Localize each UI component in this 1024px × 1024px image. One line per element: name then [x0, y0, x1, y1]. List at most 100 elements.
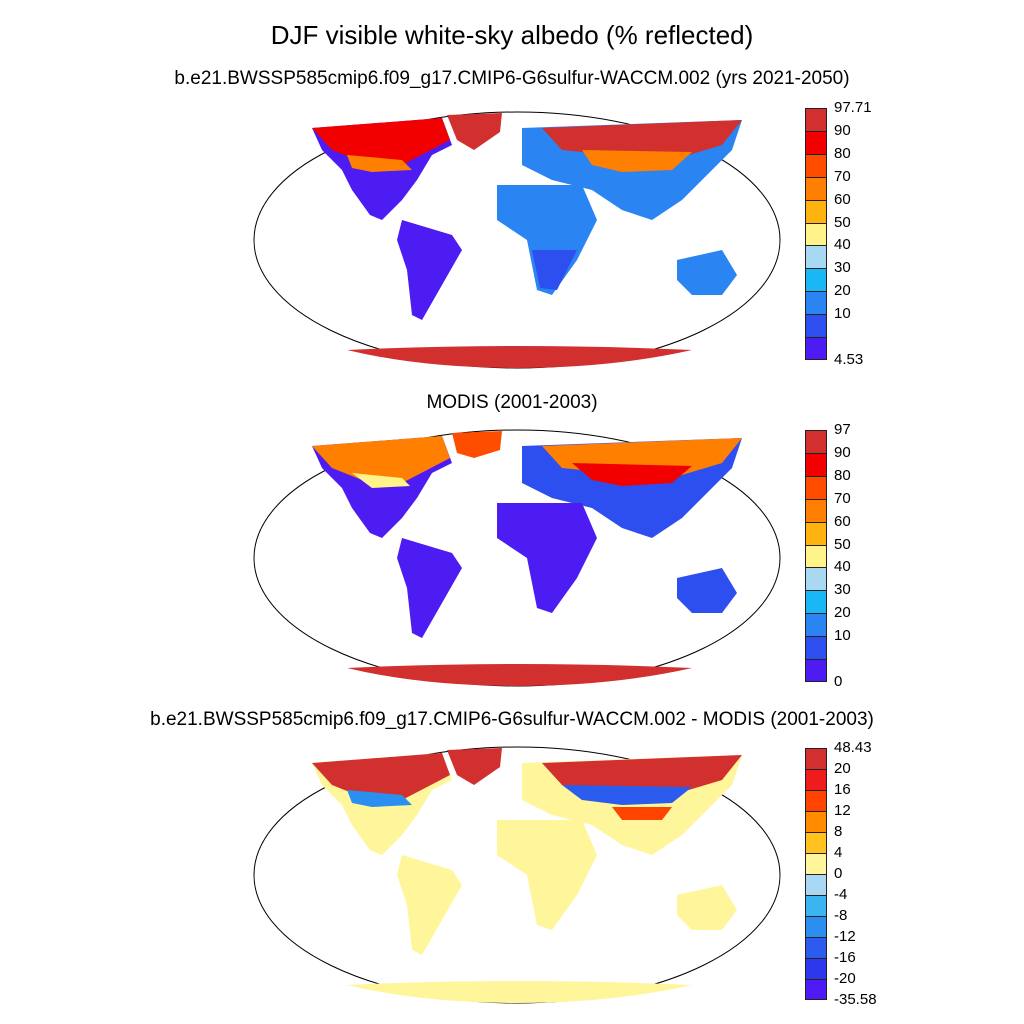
africa: [497, 185, 597, 295]
panel-1-colorbar: [805, 108, 827, 360]
colorbar-tick-label: 90: [834, 121, 851, 139]
colorbar-segment: [805, 590, 827, 614]
colorbar-tick-label: 40: [834, 236, 851, 254]
north-america-mid: [352, 473, 410, 488]
colorbar-segment: [805, 245, 827, 269]
colorbar-tick-label: 90: [834, 443, 851, 461]
colorbar-tick-label: 10: [834, 305, 851, 323]
colorbar-tick-label: 48.43: [834, 739, 872, 756]
colorbar-segment: [805, 199, 827, 223]
colorbar-segment: [805, 521, 827, 545]
greenland: [447, 748, 502, 785]
colorbar-segment: [805, 567, 827, 591]
colorbar-frame: [805, 748, 827, 1000]
colorbar-tick-label: 30: [834, 259, 851, 277]
colorbar-tick-label: 50: [834, 213, 851, 231]
colorbar-segment: [805, 979, 827, 1000]
colorbar-tick-label: 4: [834, 844, 843, 861]
panel-1-subtitle: b.e21.BWSSP585cmip6.f09_g17.CMIP6-G6sulf…: [174, 68, 850, 89]
colorbar-segment: [805, 544, 827, 568]
colorbar-segment: [805, 130, 827, 154]
africa: [497, 820, 597, 930]
colorbar-segment: [805, 937, 827, 958]
figure-title: DJF visible white-sky albedo (% reflecte…: [270, 20, 754, 50]
panel-3-map: [253, 746, 781, 1004]
colorbar-tick-label: 80: [834, 144, 851, 162]
colorbar-segment: [805, 314, 827, 338]
colorbar-segment: [805, 291, 827, 315]
colorbar-tick-label: 0: [834, 673, 843, 690]
colorbar-tick-label: 80: [834, 466, 851, 484]
colorbar-tick-label: 10: [834, 627, 851, 645]
colorbar-segment: [805, 659, 827, 682]
colorbar-tick-label: 97: [834, 421, 851, 438]
colorbar-segment: [805, 853, 827, 874]
colorbar-tick-label: 70: [834, 489, 851, 507]
colorbar-segment: [805, 108, 827, 131]
africa: [497, 503, 597, 613]
colorbar-segment: [805, 613, 827, 637]
colorbar-segment: [805, 636, 827, 660]
colorbar-tick-label: -20: [834, 970, 856, 987]
colorbar-segment: [805, 790, 827, 811]
antarctica: [347, 346, 692, 368]
colorbar-tick-label: 60: [834, 190, 851, 208]
colorbar-segment: [805, 832, 827, 853]
panel-3-subtitle: b.e21.BWSSP585cmip6.f09_g17.CMIP6-G6sulf…: [150, 709, 874, 730]
colorbar-frame: [805, 108, 827, 360]
colorbar-tick-label: -12: [834, 928, 856, 945]
eurasia-south: [612, 807, 672, 820]
south-america: [397, 220, 462, 320]
colorbar-segment: [805, 176, 827, 200]
colorbar-segment: [805, 430, 827, 453]
north-america-snow: [312, 436, 450, 483]
colorbar-tick-label: -16: [834, 949, 856, 966]
colorbar-tick-label: 8: [834, 823, 843, 840]
colorbar-tick-label: -8: [834, 907, 848, 924]
panel-3-colorbar: [805, 748, 827, 1000]
eurasia-mid: [582, 150, 692, 172]
australia: [677, 885, 737, 930]
colorbar-tick-label: 50: [834, 535, 851, 553]
colorbar-tick-label: -35.58: [834, 991, 877, 1008]
north-america-snow: [312, 118, 450, 165]
colorbar-frame: [805, 430, 827, 682]
south-america: [397, 855, 462, 955]
colorbar-segment: [805, 153, 827, 177]
colorbar-segment: [805, 222, 827, 246]
colorbar-tick-label: -4: [834, 886, 848, 903]
colorbar-segment: [805, 337, 827, 360]
colorbar-tick-label: 40: [834, 558, 851, 576]
panel-2-map: [253, 429, 781, 687]
north-america-snow: [312, 753, 450, 800]
colorbar-segment: [805, 916, 827, 937]
eurasia-mid: [562, 785, 692, 805]
colorbar-segment: [805, 268, 827, 292]
colorbar-segment: [805, 895, 827, 916]
colorbar-tick-label: 0: [834, 865, 843, 882]
colorbar-segment: [805, 811, 827, 832]
north-america-mid: [347, 155, 412, 172]
colorbar-tick-label: 4.53: [834, 351, 864, 368]
colorbar-tick-label: 30: [834, 581, 851, 599]
australia: [677, 250, 737, 295]
eurasia-snow: [542, 120, 742, 160]
panel-1-map: [253, 111, 781, 369]
south-america: [397, 538, 462, 638]
eurasia-mid: [572, 463, 692, 486]
africa-south: [532, 250, 577, 290]
colorbar-segment: [805, 769, 827, 790]
colorbar-tick-label: 20: [834, 760, 851, 777]
panel-2-colorbar: [805, 430, 827, 682]
colorbar-tick-label: 16: [834, 781, 851, 798]
antarctica: [347, 981, 692, 1003]
colorbar-tick-label: 20: [834, 282, 851, 300]
colorbar-segment: [805, 475, 827, 499]
colorbar-segment: [805, 748, 827, 769]
colorbar-tick-label: 12: [834, 802, 851, 819]
panel-2-subtitle: MODIS (2001-2003): [426, 392, 598, 413]
colorbar-segment: [805, 498, 827, 522]
colorbar-tick-label: 20: [834, 604, 851, 622]
australia: [677, 568, 737, 613]
colorbar-tick-label: 60: [834, 512, 851, 530]
